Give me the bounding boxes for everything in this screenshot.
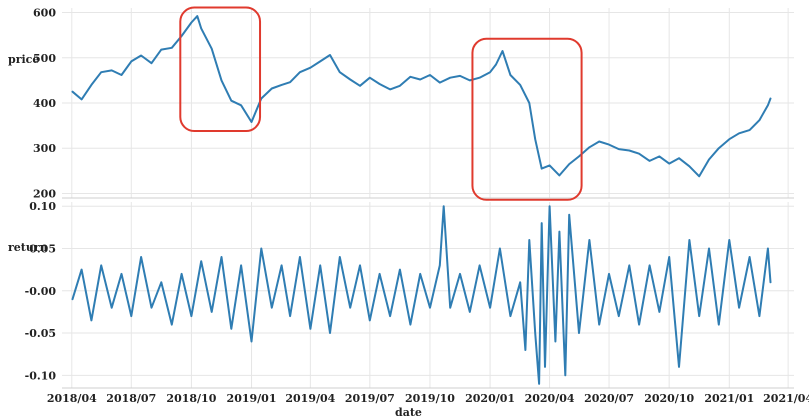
price-tick-label: 200 (33, 187, 56, 200)
price-axes: 200 300 400 500 600 (33, 7, 794, 200)
highlight-box-2 (471, 37, 583, 201)
date-tick-label: 2019/01 (227, 392, 277, 405)
return-axis-label: return (8, 241, 48, 254)
date-tick-label: 2018/04 (47, 392, 97, 405)
return-gridlines (62, 202, 794, 388)
return-tick-label: 0.05 (29, 243, 56, 256)
date-tick-label: 2018/10 (166, 392, 216, 405)
date-tick-label: 2021/04 (763, 392, 809, 405)
highlight-box-1 (179, 6, 262, 133)
date-tick-label: 2020/01 (465, 392, 515, 405)
date-tick-label: 2020/10 (644, 392, 694, 405)
date-axis-label: date (395, 406, 422, 419)
price-tick-label: 400 (33, 97, 56, 110)
date-tick-label: 2019/10 (405, 392, 455, 405)
return-axes: 0.10 0.05 -0.00 -0.05 -0.10 2018/04 2018/07 201… (25, 200, 809, 405)
highlight-boxes (179, 6, 583, 201)
price-tick-label: 600 (33, 7, 56, 20)
date-tick-label: 2018/07 (106, 392, 156, 405)
price-tick-label: 500 (33, 52, 56, 65)
return-tick-label: -0.10 (25, 369, 57, 382)
return-series (71, 205, 772, 385)
price-series (71, 15, 772, 178)
price-gridlines (62, 8, 794, 198)
return-tick-label: -0.00 (25, 285, 57, 298)
price-axis-label: price (8, 53, 39, 66)
date-tick-label: 2019/04 (285, 392, 335, 405)
return-line (71, 205, 772, 385)
return-tick-label: 0.10 (29, 200, 56, 213)
price-tick-label: 300 (33, 142, 56, 155)
date-tick-label: 2019/07 (345, 392, 395, 405)
date-tick-label: 2020/07 (584, 392, 634, 405)
date-tick-label: 2021/01 (704, 392, 754, 405)
axis-labels: price return date (8, 53, 422, 419)
date-tick-label: 2020/04 (525, 392, 575, 405)
price-line (71, 15, 772, 178)
return-tick-label: -0.05 (25, 327, 56, 340)
